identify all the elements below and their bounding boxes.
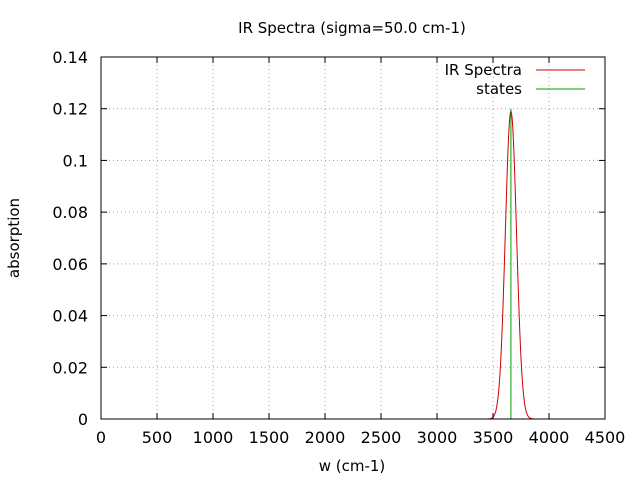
x-tick-label: 3000: [417, 428, 458, 447]
y-tick-label: 0.1: [63, 151, 88, 170]
grid-lines: [101, 57, 605, 419]
y-tick-label: 0.14: [52, 48, 88, 67]
x-axis-label: w (cm-1): [319, 457, 386, 475]
x-tick-label: 2000: [305, 428, 346, 447]
chart-title: IR Spectra (sigma=50.0 cm-1): [238, 19, 466, 37]
legend-label: states: [476, 80, 522, 98]
y-tick-label: 0.06: [52, 255, 88, 274]
y-axis-label: absorption: [5, 198, 23, 278]
plot-area: [487, 108, 535, 420]
x-tick-label: 3500: [473, 428, 514, 447]
x-tick-label: 4000: [529, 428, 570, 447]
axis-ticks: 0 500 1000 1500 2000 2500 3000 3500 4000 4500 0 0.0…: [52, 48, 625, 447]
y-tick-label: 0.04: [52, 307, 88, 326]
y-tick-label: 0.08: [52, 203, 88, 222]
legend-label: IR Spectra: [445, 61, 522, 79]
x-tick-label: 4500: [585, 428, 626, 447]
y-tick-label: 0.02: [52, 358, 88, 377]
plot-frame: [100, 56, 606, 420]
y-tick-label: 0.12: [52, 100, 88, 119]
x-tick-label: 0: [96, 428, 106, 447]
x-tick-label: 500: [142, 428, 173, 447]
y-tick-label: 0: [78, 410, 88, 429]
x-tick-label: 2500: [361, 428, 402, 447]
x-tick-label: 1000: [193, 428, 234, 447]
x-tick-label: 1500: [249, 428, 290, 447]
